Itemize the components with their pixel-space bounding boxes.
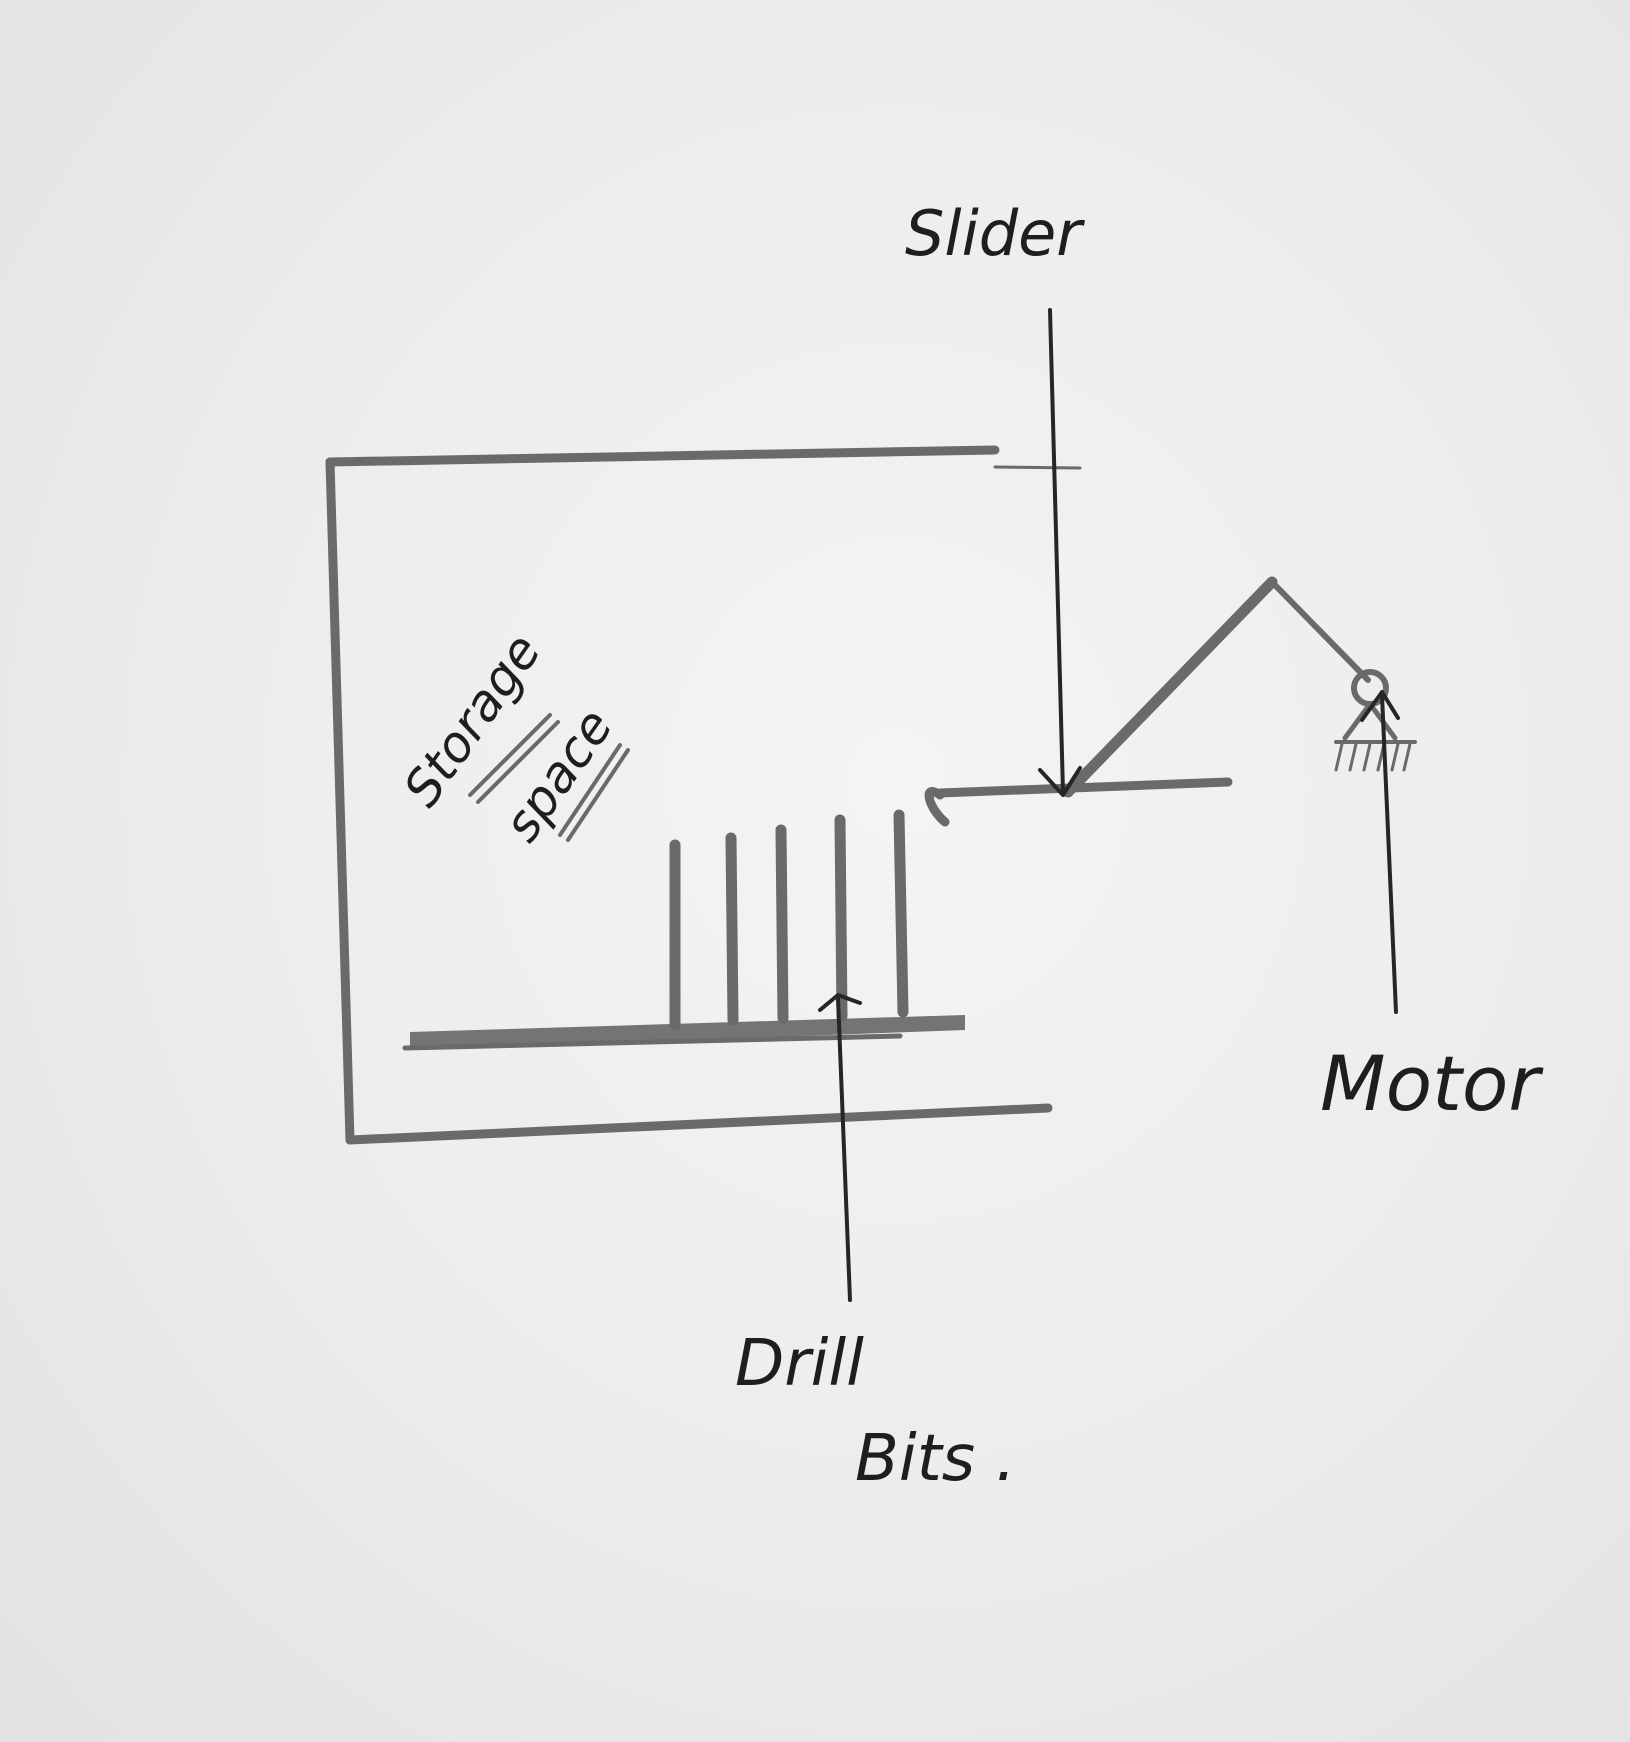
drill-bits-label-line2: Bits .	[855, 1422, 1016, 1496]
connecting-rod	[1062, 576, 1278, 798]
motor-ground-hatch-5	[1390, 742, 1400, 772]
motor-pivot	[1334, 669, 1417, 772]
slider-arrow-line	[1048, 308, 1065, 794]
drill-arrow-line	[836, 996, 852, 1302]
motor-arrow-head	[1360, 690, 1400, 722]
space-underline-2	[566, 748, 630, 842]
drill-bit-4	[834, 814, 848, 1022]
slider-arm	[935, 777, 1233, 798]
drill-bit-rack	[402, 809, 965, 1051]
storage-underline-2	[476, 720, 560, 804]
rack-base-shelf	[410, 1015, 965, 1050]
motor-ground-hatch-3	[1362, 742, 1372, 772]
slider-label: Slider	[905, 197, 1085, 270]
motor-ground-hatch-6	[1402, 742, 1412, 772]
storage-box-bottom-edge	[345, 1103, 1053, 1145]
slider-mechanism	[924, 576, 1371, 827]
motor-arrow-line	[1380, 693, 1398, 1014]
slider-arrow-head	[1038, 766, 1082, 797]
motor-support-triangle	[1342, 701, 1398, 741]
storage-label-underline	[468, 713, 630, 842]
storage-box-left-edge	[325, 457, 355, 1145]
rack-base-shadow	[402, 1033, 903, 1051]
drill-bits-label-line1: Drill	[735, 1327, 864, 1401]
storage-underline-1	[468, 713, 552, 797]
storage-box-faint-line	[993, 465, 1082, 470]
drill-bit-5	[893, 809, 909, 1018]
drill-bit-2	[725, 832, 739, 1026]
motor-ground-hatch-2	[1348, 742, 1358, 772]
motor-label: Motor	[1320, 1039, 1544, 1128]
drill-bit-3	[775, 824, 789, 1024]
storage-box-top-edge	[325, 445, 1000, 467]
drill-arrow-head	[818, 993, 862, 1012]
leader-arrows	[818, 308, 1400, 1302]
storage-box	[325, 445, 1082, 1145]
motor-ground-hatch-1	[1334, 742, 1344, 772]
space-underline-1	[558, 743, 622, 837]
crank-link	[1269, 579, 1371, 683]
